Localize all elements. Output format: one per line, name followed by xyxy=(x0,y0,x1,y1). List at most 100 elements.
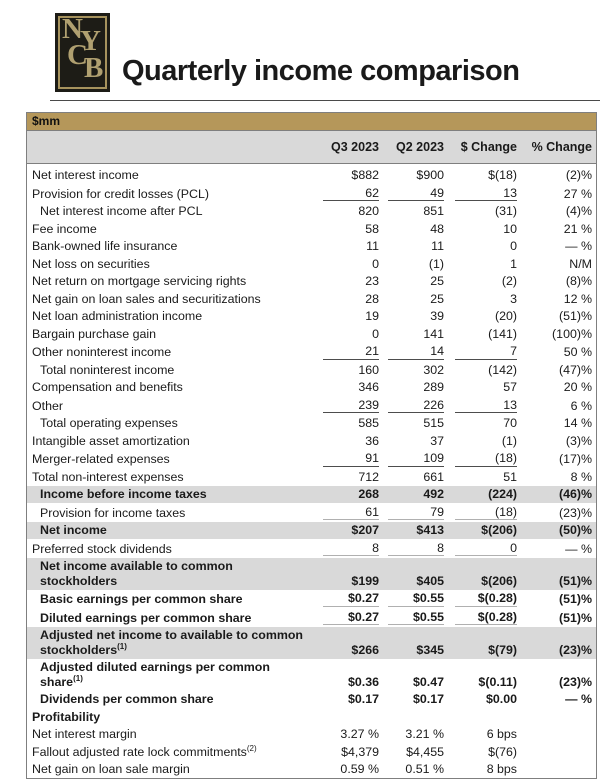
cell-q3: $207 xyxy=(311,521,383,539)
cell-q2: $345 xyxy=(383,626,448,659)
row-label: Adjusted net income to available to comm… xyxy=(27,626,311,659)
cell-q2: 3.21 % xyxy=(405,727,444,741)
cell-q3: 91 xyxy=(311,450,383,469)
cell-pct: (23)% xyxy=(521,626,596,659)
cell-chg: (18) xyxy=(448,503,521,522)
cell-q2: 492 xyxy=(383,485,448,503)
cell-q2: $0.55 xyxy=(383,608,448,627)
row-label: Fee income xyxy=(32,221,97,236)
table-row: Basic earnings per common share $0.27 $0.5… xyxy=(27,590,596,609)
col-header-q2-2023: Q2 2023 xyxy=(383,131,448,164)
cell-q3: $4,379 xyxy=(341,744,379,759)
table-row: Net income $207 $413 $(206) (50)% xyxy=(27,521,596,539)
row-label: Other xyxy=(32,398,63,413)
cell-pct: 20 % xyxy=(563,380,592,394)
cell-q3: 23 xyxy=(365,274,379,288)
cell-pct xyxy=(521,726,596,744)
cell-pct: 6 % xyxy=(570,398,592,413)
cell-pct: 14 % xyxy=(563,416,592,430)
footnote-marker: (1) xyxy=(117,641,127,651)
cell-q3: 11 xyxy=(366,239,379,253)
cell-pct: (50)% xyxy=(521,521,596,539)
cell-q2: 37 xyxy=(430,433,444,448)
row-label: Net return on mortgage servicing rights xyxy=(32,274,247,288)
row-label: Bank-owned life insurance xyxy=(32,239,178,253)
cell-pct: — % xyxy=(565,541,592,556)
cell-q2: 515 xyxy=(423,416,444,430)
cell-q3: $0.27 xyxy=(311,590,383,609)
cell-q3: 0 xyxy=(372,326,379,341)
cell-q3: $266 xyxy=(311,626,383,659)
row-label: Net income xyxy=(27,521,311,539)
table-row: Bargain purchase gain 0 141 (141) (100)% xyxy=(27,325,596,343)
cell-chg: $(206) xyxy=(448,521,521,539)
cell-q2: $0.47 xyxy=(412,674,444,689)
row-label: Basic earnings per common share xyxy=(40,592,243,606)
cell-pct: 12 % xyxy=(563,291,592,306)
table-row: Net return on mortgage servicing rights 2… xyxy=(27,273,596,291)
cell-q2: 226 xyxy=(383,396,448,415)
table-row: Net loss on securities 0 (1) 1 N/M xyxy=(27,255,596,273)
table-row: Profitability xyxy=(27,708,596,726)
cell-q2: $0.55 xyxy=(383,590,448,609)
cell-q2: $0.17 xyxy=(412,692,444,706)
table-row: Preferred stock dividends 8 8 0— % xyxy=(27,539,596,558)
cell-pct: (51)% xyxy=(558,592,592,606)
cell-chg: 13 xyxy=(448,184,521,203)
table-row: Fee income 58 48 10 21 % xyxy=(27,220,596,238)
cell-pct: (8)% xyxy=(565,274,592,288)
table-row: Adjusted diluted earnings per common sha… xyxy=(27,659,596,691)
table-row: Dividends per common share $0.17 $0.17 $0.0… xyxy=(27,691,596,709)
cell-q3: $0.27 xyxy=(311,608,383,627)
cell-q3: $0.17 xyxy=(347,692,379,706)
cell-chg: $(76) xyxy=(488,744,517,759)
cell-q2: 25 xyxy=(430,291,444,306)
row-label: Income before income taxes xyxy=(27,485,311,503)
title-divider xyxy=(50,100,600,101)
col-header-dollar-change: $ Change xyxy=(448,131,521,164)
cell-q3: 62 xyxy=(311,184,383,203)
row-label: Fallout adjusted rate lock commitments(2… xyxy=(32,743,257,759)
cell-q3: 0.59 % xyxy=(340,762,379,776)
row-label: Preferred stock dividends xyxy=(32,541,172,556)
cell-pct: 27 % xyxy=(563,186,592,201)
cell-chg: (142) xyxy=(488,362,517,377)
cell-chg: $(0.11) xyxy=(478,674,517,689)
cell-q2 xyxy=(383,708,448,726)
cell-pct: (51)% xyxy=(558,309,592,323)
cell-chg xyxy=(448,708,521,726)
cell-chg: 0 xyxy=(510,239,517,253)
cell-pct: (23)% xyxy=(558,674,592,689)
cell-q2: 109 xyxy=(383,450,448,469)
cell-q3: $882 xyxy=(351,168,379,182)
table-row: Net income available to common stockhold… xyxy=(27,557,596,590)
cell-pct xyxy=(521,708,596,726)
cell-pct: (51)% xyxy=(558,610,592,625)
row-label: Provision for income taxes xyxy=(40,505,186,520)
cell-q2: $413 xyxy=(383,521,448,539)
cell-q2: 79 xyxy=(383,503,448,522)
cell-chg: 10 xyxy=(503,221,517,236)
table-row: Net interest margin 3.27 % 3.21 % 6 bps xyxy=(27,726,596,744)
units-label: $mm xyxy=(32,114,61,128)
cell-q2: 141 xyxy=(423,326,444,341)
table-row: Diluted earnings per common share $0.27 $0… xyxy=(27,608,596,627)
logo-letter-n: N xyxy=(62,13,83,45)
row-label: Net income available to common stockhold… xyxy=(27,557,311,590)
cell-chg: 7 xyxy=(448,343,521,362)
cell-pct: (2)% xyxy=(565,168,592,182)
row-label: Provision for credit losses (PCL) xyxy=(32,186,209,201)
row-label: Net interest income after PCL xyxy=(40,204,203,218)
cell-q2: 25 xyxy=(430,274,444,288)
cell-chg: (18) xyxy=(448,450,521,469)
table-row: Net interest income after PCL 820 851 (31) (… xyxy=(27,203,596,221)
cell-q3: 820 xyxy=(358,204,379,218)
col-header-percent-change: % Change xyxy=(521,131,596,164)
table-row: Total noninterest income 160 302 (142) (47)% xyxy=(27,361,596,379)
cell-chg: (20) xyxy=(494,309,517,323)
cell-pct xyxy=(521,761,596,779)
table-row: Adjusted net income to available to comm… xyxy=(27,626,596,659)
row-label: Profitability xyxy=(32,709,101,724)
cell-chg: 70 xyxy=(503,416,517,430)
cell-pct: N/M xyxy=(569,256,592,271)
